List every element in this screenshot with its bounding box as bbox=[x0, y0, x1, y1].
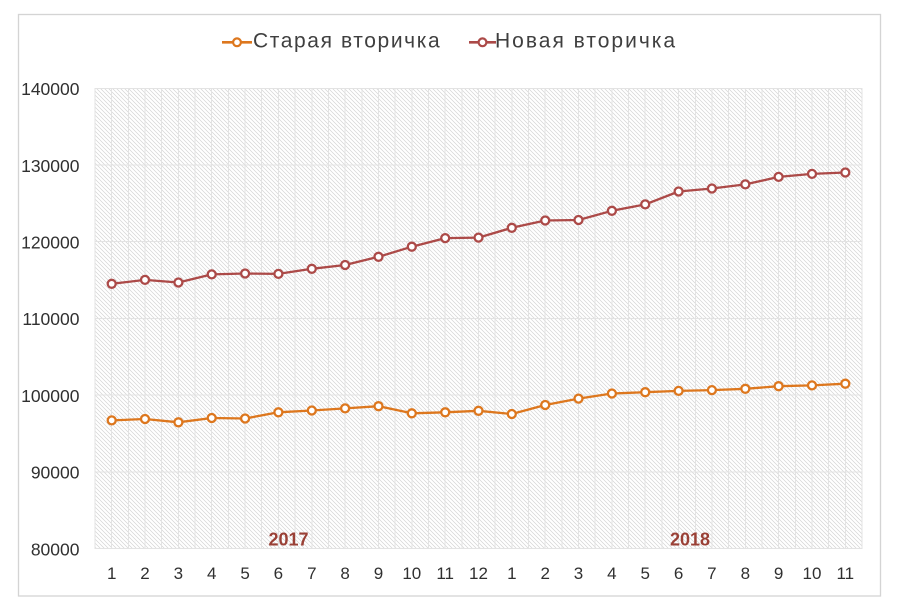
svg-text:1: 1 bbox=[107, 564, 116, 583]
svg-text:120000: 120000 bbox=[21, 233, 80, 253]
svg-text:2: 2 bbox=[140, 564, 149, 583]
svg-text:Старая вторичка: Старая вторичка bbox=[253, 30, 441, 53]
svg-text:3: 3 bbox=[174, 564, 183, 583]
svg-text:3: 3 bbox=[574, 564, 583, 583]
svg-text:100000: 100000 bbox=[21, 386, 80, 406]
svg-text:10: 10 bbox=[803, 564, 822, 583]
svg-text:4: 4 bbox=[207, 564, 216, 583]
svg-text:1: 1 bbox=[507, 564, 516, 583]
svg-text:6: 6 bbox=[674, 564, 683, 583]
svg-text:7: 7 bbox=[307, 564, 316, 583]
svg-text:4: 4 bbox=[607, 564, 616, 583]
svg-text:5: 5 bbox=[240, 564, 249, 583]
svg-text:8: 8 bbox=[741, 564, 750, 583]
svg-text:11: 11 bbox=[836, 564, 854, 583]
svg-text:9: 9 bbox=[774, 564, 783, 583]
svg-text:7: 7 bbox=[707, 564, 716, 583]
svg-text:80000: 80000 bbox=[31, 539, 80, 559]
svg-text:6: 6 bbox=[274, 564, 283, 583]
svg-text:11: 11 bbox=[436, 564, 454, 583]
svg-text:12: 12 bbox=[469, 564, 488, 583]
svg-text:140000: 140000 bbox=[21, 79, 80, 99]
svg-text:2: 2 bbox=[540, 564, 549, 583]
svg-text:Новая вторичка: Новая вторичка bbox=[495, 30, 677, 53]
svg-text:110000: 110000 bbox=[22, 309, 79, 329]
svg-text:9: 9 bbox=[374, 564, 383, 583]
svg-text:130000: 130000 bbox=[21, 156, 80, 176]
svg-text:10: 10 bbox=[402, 564, 421, 583]
svg-text:5: 5 bbox=[640, 564, 649, 583]
svg-text:8: 8 bbox=[340, 564, 349, 583]
svg-text:2018: 2018 bbox=[670, 530, 710, 550]
svg-text:2017: 2017 bbox=[268, 530, 308, 550]
svg-text:90000: 90000 bbox=[31, 463, 80, 483]
